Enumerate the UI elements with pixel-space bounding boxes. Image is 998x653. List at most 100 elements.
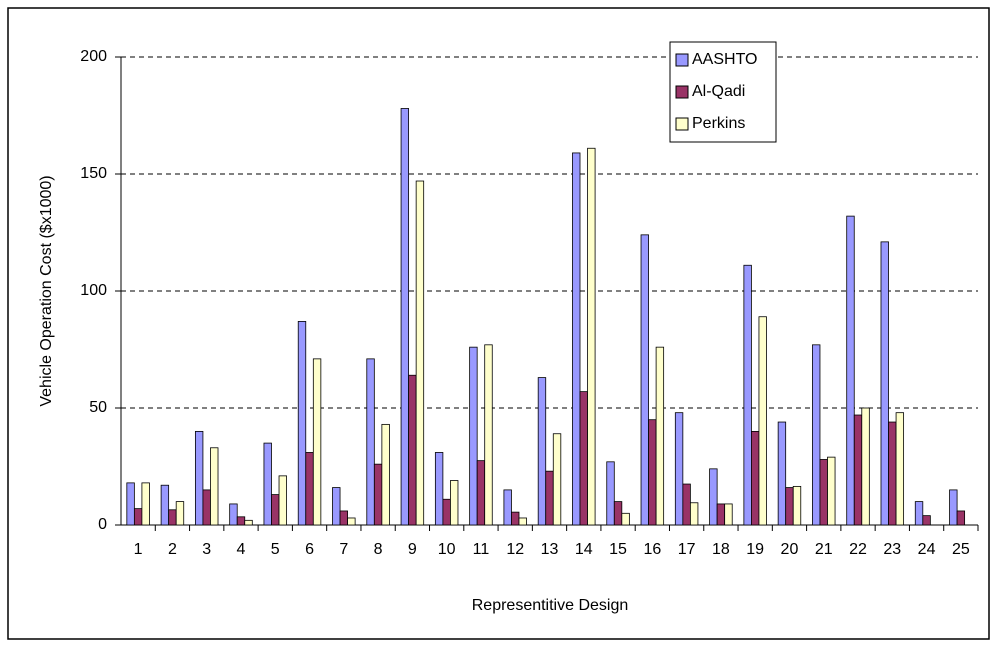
bar [621,512,630,526]
x-tick-label: 17 [678,541,696,558]
chart-frame [7,7,990,640]
bar [511,511,520,526]
x-tick-label: 7 [339,541,348,558]
x-tick-label: 1 [134,541,143,558]
bar [709,468,718,526]
x-tick-label: 14 [575,541,593,558]
bar [168,509,177,526]
bar [674,412,684,526]
bar [956,510,966,526]
legend-swatch [675,53,689,67]
bar [655,346,665,526]
bar [373,463,383,526]
bar [895,412,905,526]
x-tick-label: 25 [952,541,970,558]
bar [133,508,143,526]
bar [210,447,219,526]
bar [469,346,478,526]
legend-label: Perkins [692,115,745,132]
y-tick-label: 0 [98,516,107,533]
bar [236,516,246,526]
bar [415,180,425,526]
bar [537,377,547,526]
bar [613,501,623,526]
x-axis-title: Representitive Design [472,597,629,614]
bar [777,421,787,526]
bar [381,423,390,526]
bar [743,264,752,526]
bar [141,482,150,526]
x-tick-label: 4 [237,541,246,558]
bar [263,442,272,526]
bar [640,234,649,526]
legend-swatch [675,117,689,131]
bar [175,501,185,526]
bar [880,241,889,526]
bar [861,407,870,526]
bar [552,433,562,526]
bar [572,152,581,526]
bar [126,482,135,526]
bar [400,108,410,526]
bar [434,452,444,526]
y-tick-label: 50 [89,399,107,416]
bar [476,460,486,526]
x-tick-label: 5 [271,541,280,558]
bar [792,485,802,526]
bar [450,480,459,526]
bar [297,321,307,526]
bar [724,503,733,526]
x-tick-label: 16 [643,541,661,558]
bar [785,487,794,526]
bar [339,510,348,526]
bar [812,344,821,526]
bar [312,358,322,526]
bar [332,487,341,526]
x-tick-label: 9 [408,541,417,558]
x-tick-label: 10 [438,541,456,558]
bar [442,498,451,526]
bar [194,430,204,526]
bar [271,494,280,526]
y-axis-title: Vehicle Operation Cost ($x1000) [38,175,55,406]
bar [846,215,855,526]
bar [545,470,554,526]
x-tick-label: 6 [305,541,314,558]
y-tick-label: 150 [80,165,107,182]
y-tick-label: 200 [80,48,107,65]
x-tick-label: 24 [918,541,936,558]
bar [347,517,356,526]
bar [305,452,314,526]
x-tick-label: 23 [883,541,901,558]
x-tick-label: 21 [815,541,833,558]
bar [751,430,760,526]
bar [229,503,238,526]
bar [922,515,931,526]
x-tick-label: 2 [168,541,177,558]
bar [579,391,588,526]
bar [606,461,615,526]
x-tick-label: 12 [506,541,524,558]
bar [689,502,699,526]
x-tick-label: 11 [473,541,490,558]
x-tick-label: 22 [849,541,867,558]
bar [408,374,417,526]
x-tick-label: 13 [541,541,559,558]
bar [827,456,836,526]
bar [682,483,691,526]
legend-swatch [675,85,689,99]
x-tick-label: 20 [781,541,799,558]
bar [648,419,657,526]
x-tick-label: 8 [374,541,383,558]
legend-label: Al-Qadi [692,83,745,100]
bar [484,344,493,526]
bar [888,421,897,526]
bar [914,501,924,526]
bar [278,475,287,526]
bar [160,484,170,526]
legend-label: AASHTO [692,51,758,68]
x-tick-label: 3 [202,541,211,558]
bar [716,503,726,526]
bar [244,519,253,526]
